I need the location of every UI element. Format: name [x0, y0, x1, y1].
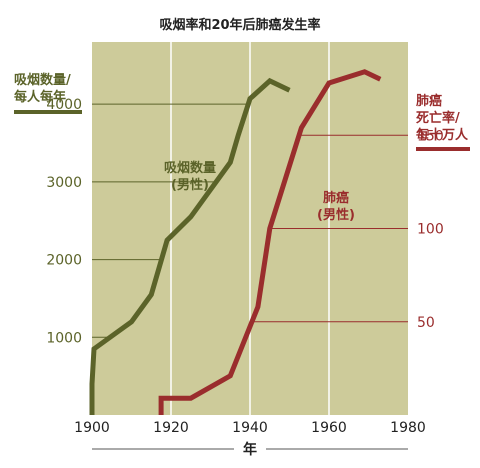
right-tick-50: 50 — [417, 315, 435, 331]
left-tick-4000: 4000 — [46, 97, 82, 113]
left-axis-label-line-1: 吸烟数量/ — [14, 72, 71, 88]
chart-title: 吸烟率和20年后肺癌发生率 — [159, 17, 320, 33]
x-tick-1960: 1960 — [311, 420, 347, 436]
left-tick-2000: 2000 — [46, 253, 82, 269]
smoking-series-label-line-2: (男性) — [171, 177, 209, 193]
left-tick-3000: 3000 — [46, 175, 82, 191]
cancer-series-line — [158, 69, 382, 415]
left-axis-label-line-2: 每人每年 — [14, 89, 66, 105]
right-axis-label-line-3: 每十万人 — [416, 127, 469, 143]
x-axis-label: 年 — [243, 441, 257, 458]
right-axis-label-line-2: 死亡率/ — [416, 110, 460, 126]
x-tick-1900: 1900 — [74, 420, 110, 436]
smoking-series-label-line-1: 吸烟数量 — [164, 160, 216, 176]
reference-lines — [92, 103, 408, 338]
left-tick-1000: 1000 — [46, 330, 82, 346]
cancer-series-label-line-2: (男性) — [317, 207, 355, 223]
x-tick-1940: 1940 — [232, 420, 268, 436]
right-tick-100: 100 — [417, 222, 444, 238]
series-lines — [89, 69, 382, 415]
x-tick-1980: 1980 — [390, 420, 426, 436]
cancer-series-label-line-1: 肺癌 — [323, 190, 349, 206]
smoking-series-line — [89, 77, 291, 415]
left-axis-ticks: 1000 2000 3000 4000 — [46, 97, 82, 346]
right-axis-label-line-1: 肺癌 — [416, 93, 442, 109]
right-tick-150: 150 — [417, 128, 444, 144]
x-tick-1920: 1920 — [153, 420, 189, 436]
right-axis-ticks: 50 100 150 — [417, 128, 444, 331]
x-axis-ticks: 1900 1920 1940 1960 1980 — [74, 420, 426, 436]
